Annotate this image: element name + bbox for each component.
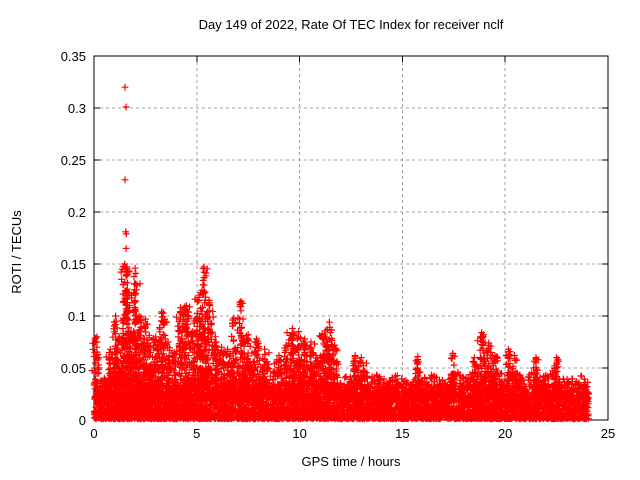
scatter-points	[88, 83, 592, 423]
x-tick-label: 5	[193, 426, 200, 441]
y-tick-label: 0.1	[68, 309, 86, 324]
x-tick-label: 10	[292, 426, 306, 441]
x-tick-label: 25	[601, 426, 615, 441]
x-tick-label: 15	[395, 426, 409, 441]
y-tick-label: 0.2	[68, 205, 86, 220]
x-tick-label: 0	[90, 426, 97, 441]
y-tick-label: 0.05	[61, 361, 86, 376]
y-axis-label: ROTI / TECUs	[9, 210, 24, 294]
chart-title: Day 149 of 2022, Rate Of TEC Index for r…	[199, 17, 504, 32]
tick-label-layer: 0 5 10 15 20 25 0 0.05 0.1 0.15 0.2 0.25 0.3 0.35	[61, 49, 616, 441]
x-tick-label: 20	[498, 426, 512, 441]
y-tick-label: 0	[79, 413, 86, 428]
x-axis-label: GPS time / hours	[302, 454, 401, 469]
grid-layer	[94, 56, 608, 420]
y-tick-label: 0.25	[61, 153, 86, 168]
y-tick-label: 0.35	[61, 49, 86, 64]
y-tick-label: 0.15	[61, 257, 86, 272]
y-tick-label: 0.3	[68, 101, 86, 116]
